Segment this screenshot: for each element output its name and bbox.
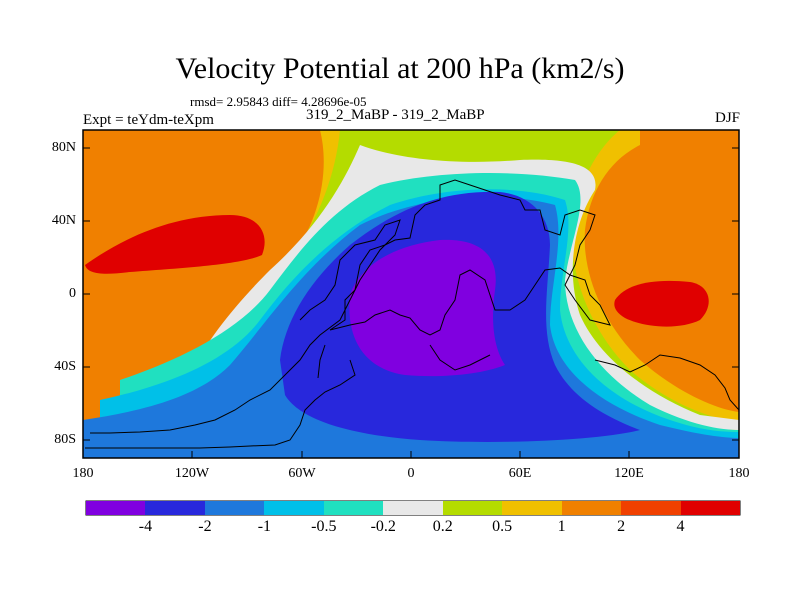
case-label: 319_2_MaBP - 319_2_MaBP <box>306 107 485 123</box>
colorbar-label: 1 <box>557 518 566 535</box>
colorbar-swatch <box>502 501 563 515</box>
lat-tick-label: 80S <box>54 432 76 447</box>
colorbar-swatch <box>561 501 622 515</box>
lat-tick-label: 80N <box>51 140 76 155</box>
field-red-west <box>85 215 265 274</box>
lon-tick-label: 60W <box>288 466 316 481</box>
contour-field <box>83 130 739 458</box>
colorbar-swatch <box>145 501 206 515</box>
colorbar-swatch <box>86 501 146 515</box>
colorbar-label: -0.2 <box>370 518 396 535</box>
tick-marks <box>83 147 739 458</box>
lon-tick-label: 180 <box>72 466 94 481</box>
field-red-east <box>614 280 709 327</box>
lon-tick-label: 180 <box>728 466 750 481</box>
lat-tick-label: 0 <box>69 286 76 301</box>
lat-tick-label: 40S <box>54 359 76 374</box>
colorbar-label: 0.5 <box>492 518 513 535</box>
colorbar-swatch <box>442 501 503 515</box>
colorbar-label: 4 <box>676 518 685 535</box>
lon-tick-label: 0 <box>407 466 415 481</box>
stats-line: rmsd= 2.95843 diff= 4.28696e-05 <box>190 94 367 109</box>
colorbar-label: -2 <box>198 518 212 535</box>
colorbar-swatch <box>264 501 325 515</box>
colorbar-label: -4 <box>138 518 153 535</box>
colorbar-swatch <box>204 501 265 515</box>
colorbar-label: 2 <box>617 518 626 535</box>
colorbar-label: -0.5 <box>311 518 337 535</box>
lon-tick-label: 60E <box>508 466 532 481</box>
colorbar-swatch <box>621 501 682 515</box>
field-violet <box>349 239 505 377</box>
lat-tick-label: 40N <box>51 213 76 228</box>
experiment-label: Expt = teYdm-teXpm <box>83 112 214 128</box>
colorbar-label: 0.2 <box>432 518 453 535</box>
colorbar-swatch <box>383 501 444 515</box>
lon-tick-label: 120W <box>174 466 210 481</box>
plot-title: Velocity Potential at 200 hPa (km2/s) <box>175 52 625 85</box>
season-label: DJF <box>714 110 740 126</box>
colorbar-swatch <box>680 501 741 515</box>
coastlines <box>85 179 739 449</box>
colorbar-swatch <box>323 501 384 515</box>
colorbar-label: -1 <box>257 518 272 535</box>
lon-tick-label: 120E <box>614 466 644 481</box>
